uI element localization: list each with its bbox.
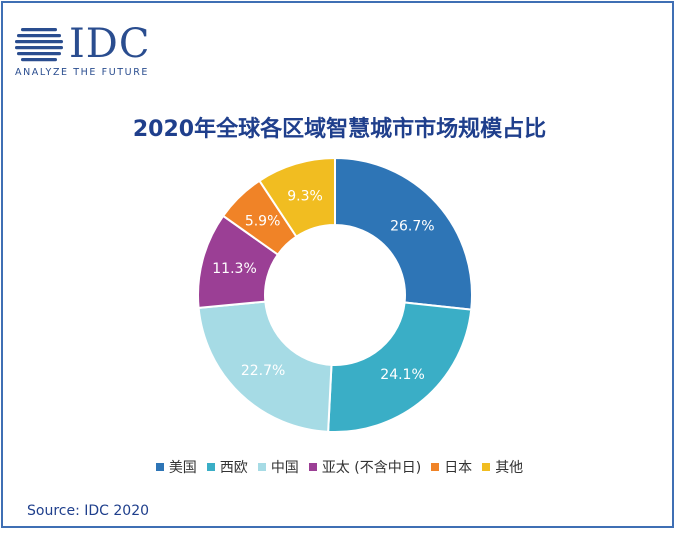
chart-frame: IDC ANALYZE THE FUTURE 2020年全球各区域智慧城市市场规… (1, 1, 674, 528)
legend-swatch (308, 463, 317, 471)
legend-item: 日本 (431, 457, 472, 477)
legend-label: 日本 (444, 460, 473, 476)
legend-item: 中国 (257, 457, 299, 477)
donut-slice (327, 301, 473, 433)
slice-data-label: 11.3% (212, 261, 256, 277)
legend-label: 亚太 (不含中日) (321, 460, 422, 476)
legend-swatch (257, 463, 266, 471)
legend-label: 其他 (495, 460, 524, 476)
legend-label: 美国 (168, 460, 197, 476)
slice-data-label: 24.1% (380, 367, 424, 383)
slice-data-label: 5.9% (245, 213, 281, 229)
legend-swatch (431, 463, 440, 471)
chart-legend: 美国 西欧 中国 亚太 (不含中日) 日本 其他 (3, 457, 676, 477)
legend-swatch (482, 463, 491, 471)
logo-tagline: ANALYZE THE FUTURE (15, 67, 150, 78)
slice-data-label: 9.3% (287, 188, 323, 204)
slice-data-label: 22.7% (241, 363, 285, 379)
legend-item: 美国 (155, 457, 197, 477)
donut-chart: 26.7% 24.1% 22.7% 11.3% 5.9% 9.3% (197, 156, 473, 433)
legend-item: 西欧 (206, 457, 248, 477)
logo-wordmark: IDC (69, 21, 151, 67)
idc-logo: IDC ANALYZE THE FUTURE (15, 21, 175, 83)
slice-data-label: 26.7% (390, 218, 434, 234)
donut-slice (197, 300, 333, 433)
legend-item: 其他 (482, 457, 523, 477)
legend-item: 亚太 (不含中日) (308, 457, 422, 477)
donut-slice (334, 156, 473, 311)
legend-swatch (206, 463, 215, 471)
legend-swatch (155, 463, 164, 471)
legend-label: 中国 (270, 460, 299, 476)
source-note: Source: IDC 2020 (27, 503, 150, 519)
donut-slice (258, 156, 336, 239)
chart-title: 2020年全球各区域智慧城市市场规模占比 (132, 117, 547, 142)
legend-label: 西欧 (219, 460, 248, 476)
idc-globe-icon (15, 28, 63, 62)
